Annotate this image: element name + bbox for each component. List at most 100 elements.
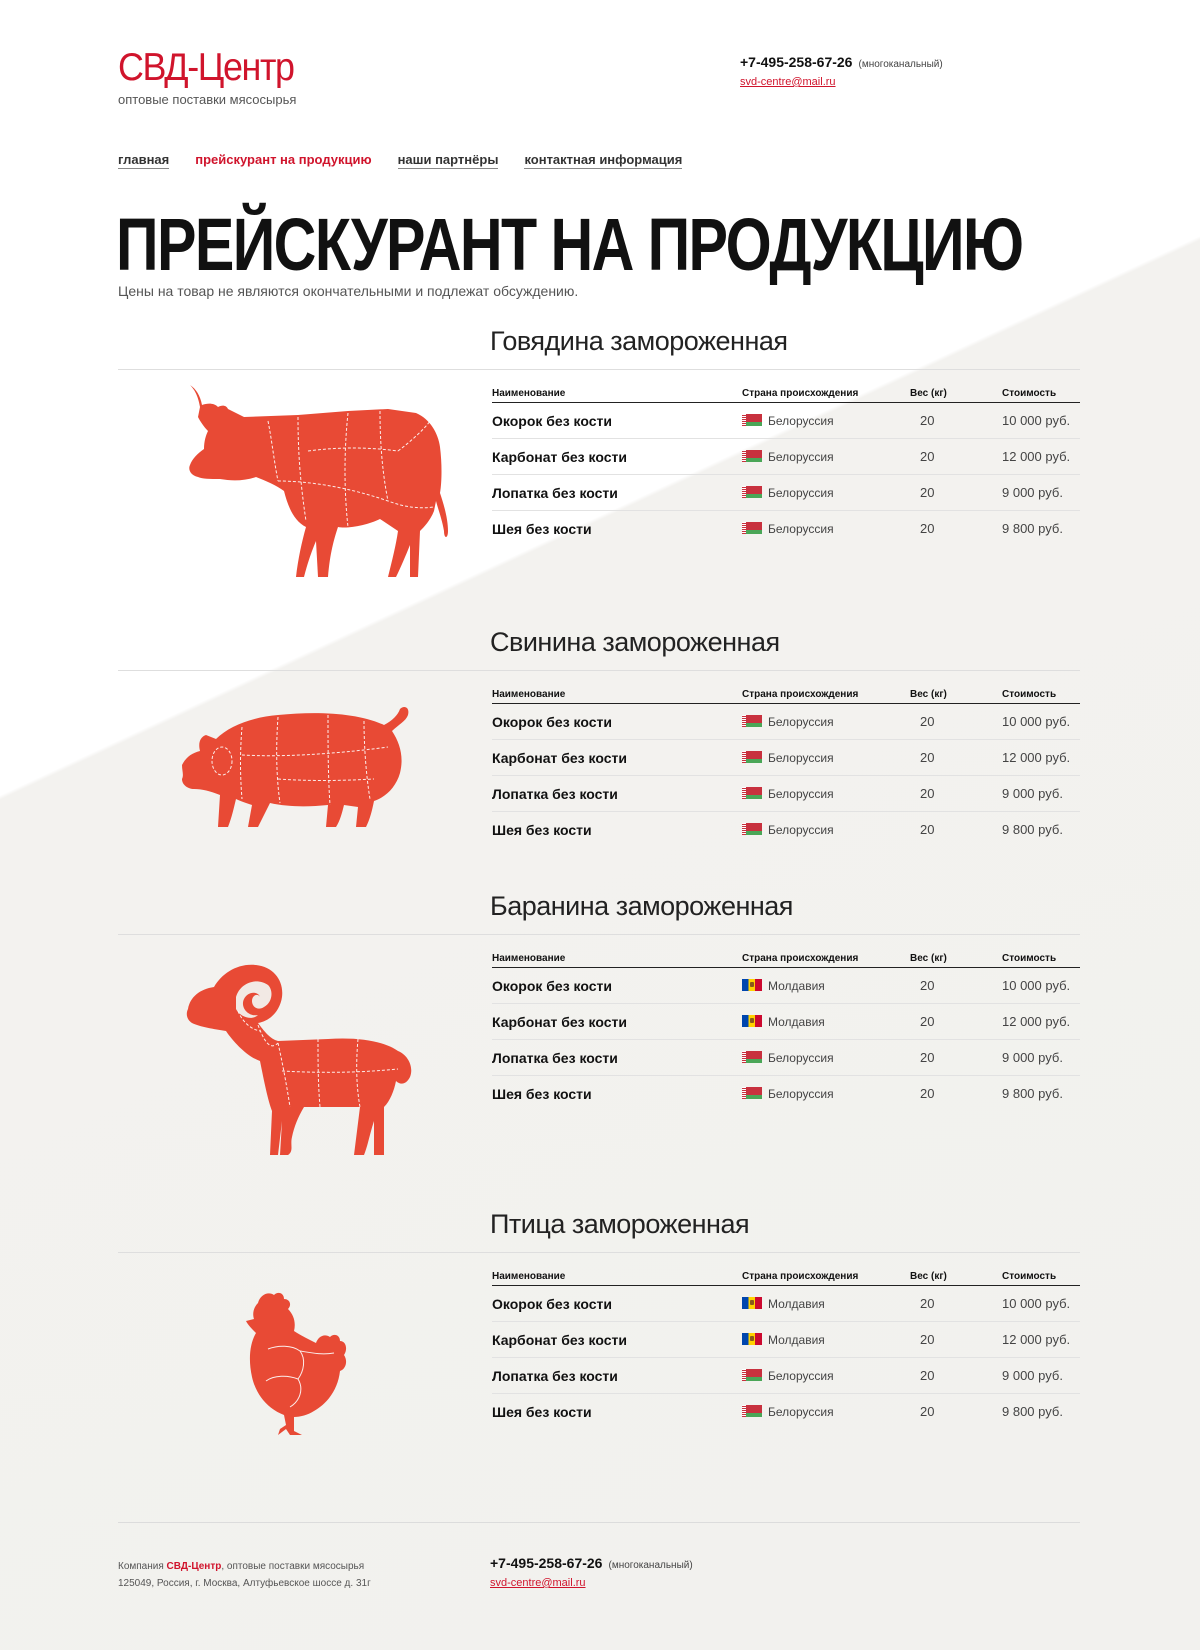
price-table: Наименование Страна происхождения Вес (к… xyxy=(492,388,1080,547)
section-title: Птица замороженная xyxy=(490,1209,750,1239)
ram-icon xyxy=(118,951,478,1171)
belarus-flag-icon xyxy=(742,750,762,763)
product-weight: 20 xyxy=(920,521,935,537)
country-label: Белоруссия xyxy=(768,1368,834,1383)
table-row: Шея без кости Белоруссия 20 9 800 руб. xyxy=(492,812,1080,848)
section-title: Говядина замороженная xyxy=(490,326,788,356)
nav-item-home[interactable]: главная xyxy=(118,152,170,169)
country-label: Белоруссия xyxy=(768,1404,834,1419)
header-contact: +7-495-258-67-26 (многоканальный) svd-cen… xyxy=(740,54,943,90)
moldova-flag-icon xyxy=(742,978,762,991)
footer-divider xyxy=(118,1522,1080,1523)
product-name: Шея без кости xyxy=(492,520,592,537)
logo[interactable]: СВД-Центр оптовые поставки мясосырья xyxy=(118,46,309,107)
product-country: Белоруссия xyxy=(742,703,910,740)
product-name: Карбонат без кости xyxy=(492,438,742,475)
product-weight: 20 xyxy=(910,1003,1002,1040)
product-weight: 20 xyxy=(910,474,1002,511)
moldova-flag-icon xyxy=(742,1014,762,1027)
header-phone-note: (многоканальный) xyxy=(858,59,943,70)
footer-email-link[interactable]: svd-centre@mail.ru xyxy=(490,1577,586,1589)
product-name: Шея без кости xyxy=(492,1403,592,1420)
main-nav: главная прейскурант на продукцию наши па… xyxy=(118,152,683,169)
col-header-name: Наименование xyxy=(492,1271,742,1286)
col-header-country: Страна происхождения xyxy=(742,689,910,704)
col-header-weight: Вес (кг) xyxy=(910,388,1002,403)
moldova-flag-icon xyxy=(742,1332,762,1345)
belarus-flag-icon xyxy=(742,485,762,498)
product-country: Молдавия xyxy=(742,1003,910,1040)
belarus-flag-icon xyxy=(742,1404,762,1417)
country-label: Белоруссия xyxy=(768,413,834,428)
section-title: Баранина замороженная xyxy=(490,891,793,921)
price-table: Наименование Страна происхождения Вес (к… xyxy=(492,1271,1080,1430)
nav-item-partners[interactable]: наши партнёры xyxy=(397,152,499,169)
section-title: Свинина замороженная xyxy=(490,627,780,657)
table-row: Карбонат без кости Молдавия 20 12 000 ру… xyxy=(492,1003,1080,1040)
product-weight: 20 xyxy=(910,1285,1002,1322)
product-country: Белоруссия xyxy=(742,812,910,848)
section-divider xyxy=(118,670,1080,671)
table-row: Лопатка без кости Белоруссия 20 9 000 ру… xyxy=(492,1357,1080,1394)
country-label: Молдавия xyxy=(768,1332,825,1347)
col-header-price: Стоимость xyxy=(1002,388,1080,403)
belarus-flag-icon xyxy=(742,413,762,426)
product-weight: 20 xyxy=(920,822,935,838)
chicken-icon xyxy=(118,1289,478,1509)
col-header-price: Стоимость xyxy=(1002,689,1080,704)
footer-address: 125049, Россия, г. Москва, Алтуфьевское … xyxy=(118,1578,371,1589)
product-name: Карбонат без кости xyxy=(492,1321,742,1358)
country-label: Белоруссия xyxy=(768,714,834,729)
country-label: Белоруссия xyxy=(768,786,834,801)
product-country: Белоруссия xyxy=(742,739,910,776)
nav-item-contacts[interactable]: контактная информация xyxy=(524,152,683,169)
section-divider xyxy=(118,369,1080,370)
product-weight: 20 xyxy=(910,967,1002,1004)
country-label: Белоруссия xyxy=(768,449,834,464)
belarus-flag-icon xyxy=(742,714,762,727)
header-email-link[interactable]: svd-centre@mail.ru xyxy=(740,76,836,88)
section-divider xyxy=(118,1252,1080,1253)
product-price: 12 000 руб. xyxy=(1002,739,1080,776)
product-price: 9 000 руб. xyxy=(1002,775,1080,812)
moldova-flag-icon xyxy=(742,1296,762,1309)
product-name: Окорок без кости xyxy=(492,402,742,439)
product-price: 9 000 руб. xyxy=(1002,1357,1080,1394)
product-weight: 20 xyxy=(910,775,1002,812)
product-weight: 20 xyxy=(910,703,1002,740)
product-price: 9 000 руб. xyxy=(1002,1039,1080,1076)
product-price: 12 000 руб. xyxy=(1002,1003,1080,1040)
country-label: Белоруссия xyxy=(768,750,834,765)
product-weight: 20 xyxy=(910,1039,1002,1076)
country-label: Молдавия xyxy=(768,1296,825,1311)
product-price: 12 000 руб. xyxy=(1002,1321,1080,1358)
footer-brand: СВД-Центр xyxy=(166,1561,222,1572)
belarus-flag-icon xyxy=(742,1086,762,1099)
page-title: ПРЕЙСКУРАНТ НА ПРОДУКЦИЮ xyxy=(116,203,1024,286)
product-name: Окорок без кости xyxy=(492,703,742,740)
country-label: Молдавия xyxy=(768,978,825,993)
product-country: Белоруссия xyxy=(742,402,910,439)
footer-phone-note: (многоканальный) xyxy=(608,1560,693,1571)
product-weight: 20 xyxy=(920,1404,935,1420)
header-phone: +7-495-258-67-26 xyxy=(740,54,853,70)
product-price: 9 800 руб. xyxy=(1002,521,1063,537)
product-weight: 20 xyxy=(910,438,1002,475)
pig-icon xyxy=(118,695,478,915)
col-header-country: Страна происхождения xyxy=(742,953,910,968)
product-country: Молдавия xyxy=(742,967,910,1004)
product-weight: 20 xyxy=(910,739,1002,776)
table-row: Лопатка без кости Белоруссия 20 9 000 ру… xyxy=(492,474,1080,511)
logo-subtitle: оптовые поставки мясосырья xyxy=(118,92,297,107)
col-header-weight: Вес (кг) xyxy=(910,689,1002,704)
table-row: Лопатка без кости Белоруссия 20 9 000 ру… xyxy=(492,1039,1080,1076)
footer-company-suffix: , оптовые поставки мясосырья xyxy=(221,1561,365,1572)
table-row: Шея без кости Белоруссия 20 9 800 руб. xyxy=(492,511,1080,547)
belarus-flag-icon xyxy=(742,521,762,534)
table-row: Окорок без кости Белоруссия 20 10 000 ру… xyxy=(492,402,1080,439)
price-table: Наименование Страна происхождения Вес (к… xyxy=(492,689,1080,848)
country-label: Молдавия xyxy=(768,1014,825,1029)
section-divider xyxy=(118,934,1080,935)
col-header-country: Страна происхождения xyxy=(742,388,910,403)
nav-item-price-list[interactable]: прейскурант на продукцию xyxy=(195,152,372,167)
